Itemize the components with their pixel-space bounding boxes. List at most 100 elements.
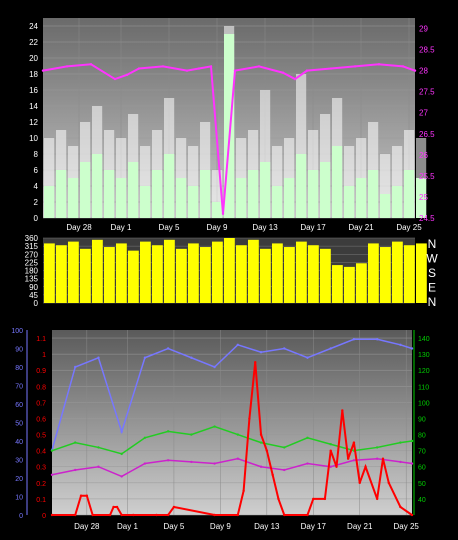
rainfall-point: [329, 449, 332, 452]
gust-bar: [140, 146, 151, 218]
wind-bar: [320, 162, 331, 218]
barometer-point: [41, 69, 45, 72]
wind-bar: [344, 186, 355, 218]
compass-label: N: [428, 295, 437, 309]
wind-tick-label: 20: [29, 54, 38, 63]
gust-bar: [272, 146, 283, 218]
direction-tick-label: 360: [25, 234, 39, 243]
x-tick-label: Day 5: [163, 522, 184, 531]
x-tick-label: Day 5: [159, 223, 180, 232]
x-tick-label: Day 25: [394, 522, 420, 531]
dewpoint-point: [143, 462, 147, 465]
barometer-point: [257, 65, 261, 68]
humidity-tick-label: 80: [15, 365, 23, 372]
dewpoint-point: [213, 462, 216, 465]
humidity-point: [306, 356, 309, 359]
rain-tick-label: 0.7: [36, 400, 46, 407]
rainfall-point: [271, 473, 274, 476]
rainfall-point: [155, 513, 158, 517]
direction-bar: [68, 241, 79, 303]
wind-tick-label: 18: [29, 70, 38, 79]
wind-bar: [368, 170, 379, 218]
barometer-point: [137, 67, 141, 70]
dewpoint-point: [410, 462, 414, 465]
direction-bar: [320, 248, 331, 303]
rainfall-point: [346, 457, 350, 460]
barometer-axis-title: Barometer (.in): [366, 2, 439, 14]
wind-bar: [380, 194, 391, 218]
rainfall-point: [387, 481, 390, 485]
rain-plot-area: [52, 330, 412, 515]
temperature-tick-label: 80: [418, 433, 426, 440]
x-tick-label: Day 28: [66, 223, 92, 232]
wind-bar: [176, 178, 187, 218]
wind-tick-label: 2: [34, 198, 39, 207]
wind-bar: [104, 170, 115, 218]
x-tick-label: Day 13: [254, 522, 280, 531]
wind-bar: [188, 186, 199, 218]
humidity-point: [97, 356, 100, 359]
rainfall-point: [79, 494, 83, 497]
direction-bar: [92, 239, 103, 303]
dewpoint-point: [375, 457, 379, 460]
direction-bar: [128, 250, 139, 303]
wind-bar: [128, 162, 139, 218]
wind-x-ticks: Day 28 Day 1 Day 5 Day 9 Day 13 Day 17 Day 21 D…: [66, 223, 422, 232]
barometer-point: [221, 212, 225, 215]
humidity-tick-label: 70: [15, 384, 23, 391]
rainfall-point: [399, 505, 402, 509]
gust-bar: [392, 146, 403, 218]
humidity-tick-label: 60: [15, 402, 23, 409]
direction-bar: [308, 245, 319, 303]
rainfall-point: [306, 513, 309, 517]
barometer-point: [293, 77, 297, 81]
direction-bar: [296, 241, 307, 303]
wind-tick-label: 0: [34, 214, 39, 223]
x-tick-label: Day 21: [347, 522, 373, 531]
barometer-point: [233, 69, 237, 72]
rain-x-ticks: Day 28 Day 1 Day 5 Day 9 Day 13 Day 17 Day 21 D…: [74, 522, 419, 531]
wind-bar: [260, 162, 271, 218]
dewpoint-point: [190, 460, 193, 464]
wind-bar: [392, 186, 403, 218]
wind-bar: [140, 186, 151, 218]
direction-bar: [368, 243, 379, 303]
humidity-tick-label: 20: [15, 476, 23, 483]
rainfall-point: [277, 497, 280, 501]
humidity-tick-label: 0: [19, 513, 23, 520]
wind-tick-label: 22: [29, 38, 38, 47]
wind-tick-label: 24: [29, 22, 38, 31]
humidity-y-ticks: 0 10 20 30 40 50 60 70 80 90 100: [11, 328, 28, 520]
rainfall-point: [112, 505, 115, 509]
dewpoint-point: [283, 468, 286, 472]
wind-tick-label: 4: [34, 182, 39, 191]
temperature-tick-label: 40: [418, 497, 426, 504]
rainfall-point: [375, 497, 379, 501]
direction-bar: [176, 248, 187, 303]
wind-tick-label: 6: [34, 166, 39, 175]
dewpoint-point: [166, 459, 170, 462]
barometer-point: [113, 77, 117, 81]
rainfall-point: [254, 360, 257, 364]
rainfall-point: [242, 489, 245, 493]
barometer-point: [161, 65, 165, 68]
wind-bar: [416, 178, 427, 218]
rainfall-point: [74, 513, 77, 517]
rainfall-point: [166, 513, 170, 517]
direction-bar: [416, 243, 427, 303]
chart-title: Current last 30 days November 24, 2024: [170, 2, 368, 14]
rainfall-point: [323, 497, 327, 501]
rainfall-point: [85, 494, 89, 497]
wind-tick-label: 12: [29, 118, 38, 127]
direction-bar: [260, 248, 271, 303]
x-tick-label: Day 25: [396, 223, 422, 232]
barometer-point: [413, 69, 417, 72]
rainfall-point: [91, 513, 94, 517]
x-tick-label: Day 9: [207, 223, 228, 232]
wind-tick-label: 10: [29, 134, 38, 143]
wind-tick-label: 8: [34, 150, 39, 159]
wind-bar: [44, 186, 55, 218]
x-tick-label: Day 17: [301, 522, 327, 531]
humidity-point: [190, 356, 193, 359]
wind-tick-label: 14: [29, 102, 38, 111]
